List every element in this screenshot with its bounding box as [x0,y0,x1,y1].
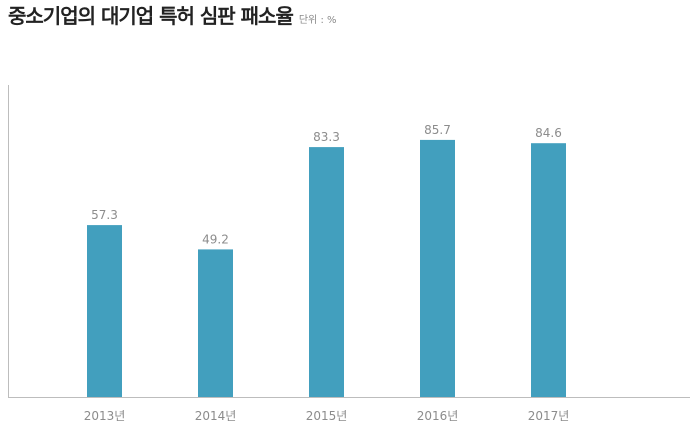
bar [198,249,233,397]
x-tick-label: 2016년 [417,409,459,423]
bar [531,143,566,397]
x-tick-label: 2015년 [306,409,348,423]
data-label: 83.3 [313,130,340,144]
bar [309,147,344,397]
data-label: 57.3 [91,208,118,222]
chart-unit-label: 단위 : % [298,15,337,26]
bar-group [87,139,566,397]
bar [420,139,455,397]
bar [87,225,122,397]
data-label: 85.7 [424,123,451,137]
x-tick-label: 2017년 [528,409,570,423]
data-label: 49.2 [202,232,229,246]
data-label: 84.6 [535,126,562,140]
chart-title: 중소기업의 대기업 특허 심판 패소율 [8,4,294,28]
x-tick-label: 2014년 [195,409,237,423]
x-tick-label-group: 2013년 2014년 2015년 2016년 2017년 [84,409,570,423]
data-label-group: 57.3 49.2 83.3 85.7 84.6 [91,123,562,247]
chart-header: 중소기업의 대기업 특허 심판 패소율 단위 : % [8,0,337,34]
x-tick-label: 2013년 [84,409,126,423]
